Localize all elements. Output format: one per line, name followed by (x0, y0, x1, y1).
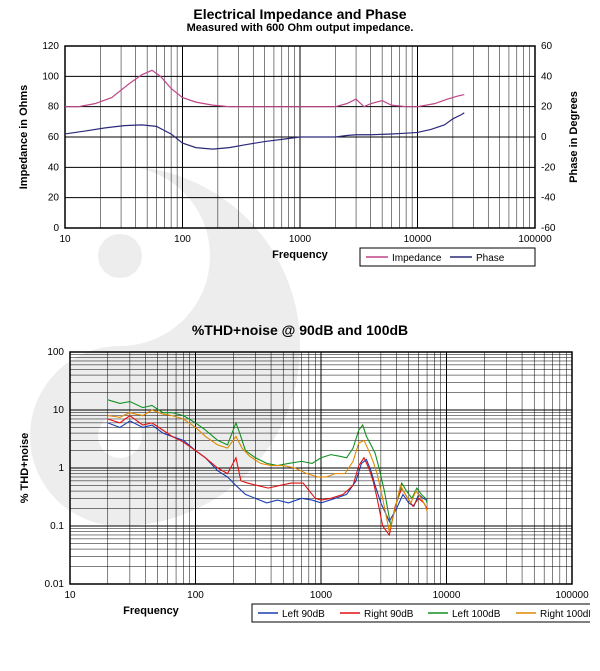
chart2-ylabel: % THD+noise (19, 433, 31, 504)
svg-text:Right 100dB: Right 100dB (540, 609, 590, 620)
svg-text:-20: -20 (541, 162, 556, 173)
chart1-xlabel: Frequency (272, 249, 329, 261)
svg-text:20: 20 (541, 102, 553, 113)
svg-text:10: 10 (59, 234, 71, 245)
svg-text:120: 120 (42, 41, 59, 52)
chart1-subtitle: Measured with 600 Ohm output impedance. (0, 22, 600, 34)
chart2-legend: Left 90dB Right 90dB Left 100dB Right 100dB (252, 604, 590, 622)
svg-text:0.1: 0.1 (50, 521, 64, 532)
svg-text:Left 100dB: Left 100dB (452, 609, 501, 620)
svg-text:-40: -40 (541, 193, 556, 204)
chart2-svg: 0.01 0.1 1 10 100 10 100 1000 10000 100000 Frequen… (10, 344, 590, 642)
svg-text:Right 90dB: Right 90dB (364, 609, 414, 620)
svg-text:80: 80 (48, 102, 60, 113)
svg-text:100000: 100000 (555, 590, 589, 601)
chart1-title: Electrical Impedance and Phase (0, 6, 600, 22)
svg-text:10000: 10000 (404, 234, 432, 245)
chart2-title: %THD+noise @ 90dB and 100dB (0, 322, 600, 338)
chart1-ylabel-right: Phase in Degrees (568, 91, 580, 183)
svg-text:Impedance: Impedance (392, 253, 442, 264)
chart2-xlabel: Frequency (123, 605, 180, 617)
svg-text:40: 40 (48, 162, 60, 173)
svg-text:1000: 1000 (289, 234, 312, 245)
svg-text:60: 60 (541, 41, 553, 52)
svg-text:10000: 10000 (433, 590, 461, 601)
svg-text:60: 60 (48, 132, 60, 143)
svg-text:40: 40 (541, 71, 553, 82)
svg-text:0: 0 (541, 132, 547, 143)
chart1-ylabel-left: Impedance in Ohms (18, 85, 30, 190)
svg-text:100: 100 (187, 590, 204, 601)
svg-text:100000: 100000 (518, 234, 552, 245)
svg-text:1: 1 (58, 463, 64, 474)
svg-text:100: 100 (174, 234, 191, 245)
svg-text:10: 10 (64, 590, 76, 601)
svg-text:20: 20 (48, 193, 60, 204)
svg-text:0: 0 (53, 223, 59, 234)
svg-text:-60: -60 (541, 223, 556, 234)
impedance-phase-chart: Electrical Impedance and Phase Measured … (0, 6, 600, 286)
svg-text:100: 100 (42, 71, 59, 82)
thd-noise-chart: %THD+noise @ 90dB and 100dB 0.01 0.1 1 10 10… (0, 322, 600, 642)
chart1-svg: 0 20 40 60 80 100 120 -60 -40 -20 0 20 40 60 10 100 1000… (10, 38, 590, 286)
svg-text:Phase: Phase (476, 253, 505, 264)
svg-text:100: 100 (47, 347, 64, 358)
chart1-legend: Impedance Phase (360, 248, 535, 266)
svg-text:0.01: 0.01 (45, 579, 65, 590)
svg-text:10: 10 (53, 405, 65, 416)
svg-text:Left 90dB: Left 90dB (282, 609, 325, 620)
svg-text:1000: 1000 (310, 590, 333, 601)
series-right-90db (108, 416, 427, 535)
